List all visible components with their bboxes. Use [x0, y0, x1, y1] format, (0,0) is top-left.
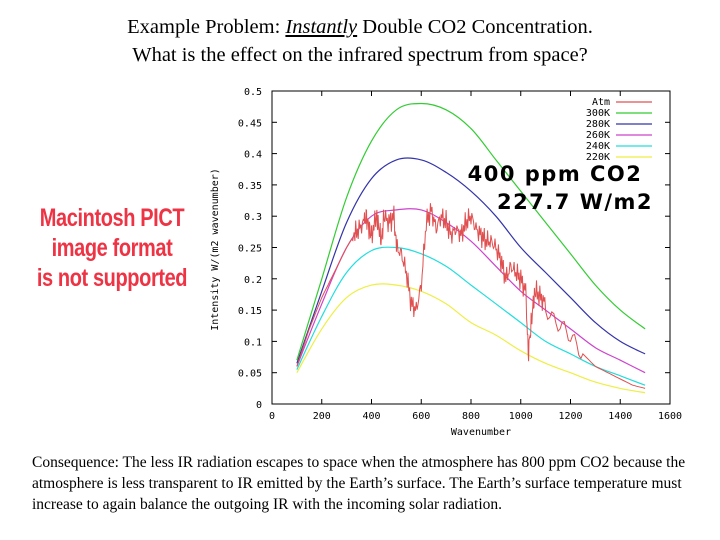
title-emphasis: Instantly	[285, 16, 358, 38]
unsupported-image-placeholder: Macintosh PICT image format is not suppo…	[30, 203, 188, 323]
y-axis-label: Intensity W/(m2 wavenumber)	[210, 168, 221, 331]
y-tick-label: 0.3	[244, 212, 262, 223]
y-tick-label: 0.15	[238, 306, 262, 317]
annotation-flux: 227.7 W/m2	[497, 190, 653, 214]
annotation-co2: 400 ppm CO2	[468, 162, 643, 186]
series-line-300k	[296, 102, 646, 361]
placeholder-line-3: is not supported	[36, 264, 188, 292]
x-axis-label: Wavenumber	[451, 427, 511, 438]
y-tick-label: 0	[256, 400, 262, 411]
x-tick-label: 1600	[658, 411, 682, 422]
plot-frame	[271, 90, 671, 405]
title-prefix: Example Problem:	[127, 16, 286, 38]
spectrum-chart: 0 200 400 600 800 1000 1200 1400 1600 0 0.05 0.1 0.1…	[210, 87, 682, 438]
chart-series	[296, 102, 646, 394]
y-tick-label: 0.2	[244, 275, 262, 286]
x-tick-label: 1000	[509, 411, 533, 422]
series-line-260k	[296, 208, 646, 374]
x-tick-label: 1200	[558, 411, 582, 422]
slide-title-line-2: What is the effect on the infrared spect…	[132, 44, 588, 66]
consequence-text: Consequence: The less IR radiation escap…	[32, 454, 686, 513]
y-tick-label: 0.45	[238, 118, 262, 129]
legend-label: 220K	[586, 152, 610, 163]
y-tick-label: 0.5	[244, 87, 262, 98]
x-tick-label: 400	[362, 411, 380, 422]
legend-label: Atm	[592, 97, 610, 108]
y-tick-label: 0.1	[244, 337, 262, 348]
legend-label: 260K	[586, 130, 610, 141]
legend-label: 280K	[586, 119, 610, 130]
y-tick-label: 0.05	[238, 369, 262, 380]
title-suffix: Double CO2 Concentration.	[357, 16, 593, 38]
slide-title-line-1: Example Problem: Instantly Double CO2 Co…	[0, 16, 720, 39]
chart-axes: 0 200 400 600 800 1000 1200 1400 1600 0 0.05 0.1 0.1…	[210, 87, 682, 438]
placeholder-line-2: image format	[51, 234, 173, 262]
y-tick-label: 0.35	[238, 181, 262, 192]
x-tick-label: 600	[412, 411, 430, 422]
x-tick-label: 200	[313, 411, 331, 422]
y-tick-label: 0.25	[238, 244, 262, 255]
series-line-280k	[296, 157, 646, 364]
placeholder-line-1: Macintosh PICT	[39, 204, 185, 232]
x-tick-label: 0	[269, 411, 275, 422]
y-tick-label: 0.4	[244, 150, 262, 161]
legend-label: 300K	[586, 108, 610, 119]
series-line-240k	[296, 246, 646, 386]
x-tick-label: 1400	[608, 411, 632, 422]
series-line-atm	[296, 203, 646, 389]
x-tick-label: 800	[462, 411, 480, 422]
series-line-220k	[296, 283, 646, 394]
legend-label: 240K	[586, 141, 610, 152]
